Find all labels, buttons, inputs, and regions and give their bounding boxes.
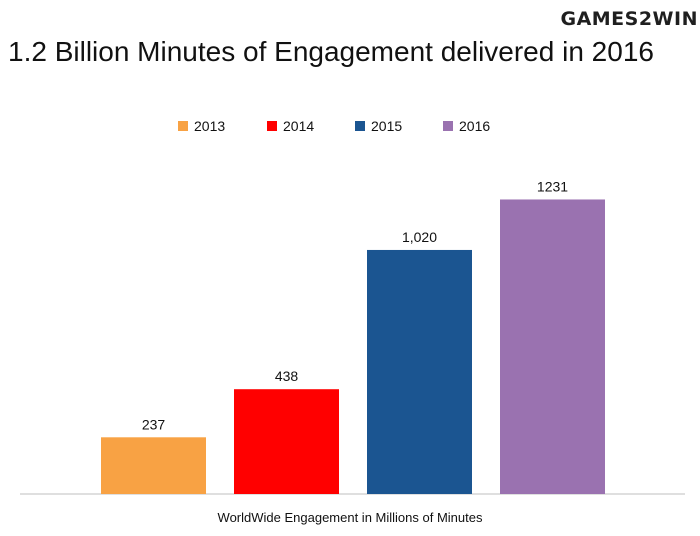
legend-swatch-2013 bbox=[178, 121, 188, 131]
bar-2013 bbox=[101, 437, 206, 494]
legend-item-2014: 2014 bbox=[267, 116, 314, 136]
legend-item-2015: 2015 bbox=[355, 116, 402, 136]
legend-label-2014: 2014 bbox=[283, 118, 315, 134]
data-label-2015: 1,020 bbox=[402, 229, 437, 245]
legend-label-2016: 2016 bbox=[459, 118, 491, 134]
legend-label-2013: 2013 bbox=[194, 118, 226, 134]
data-label-2014: 438 bbox=[275, 368, 299, 384]
data-label-2013: 237 bbox=[142, 416, 166, 432]
legend-swatch-2014 bbox=[267, 121, 277, 131]
legend-item-2016: 2016 bbox=[443, 116, 490, 136]
legend-label-2015: 2015 bbox=[371, 118, 403, 134]
legend-swatch-2015 bbox=[355, 121, 365, 131]
bar-2014 bbox=[234, 389, 339, 494]
legend-swatch-2016 bbox=[443, 121, 453, 131]
bar-2016 bbox=[500, 199, 605, 494]
brand-logo: GAMES2WIN bbox=[560, 8, 698, 30]
legend-item-2013: 2013 bbox=[178, 116, 225, 136]
x-axis-label: WorldWide Engagement in Millions of Minu… bbox=[217, 510, 483, 525]
bar-2015 bbox=[367, 249, 472, 494]
chart-title: 1.2 Billion Minutes of Engagement delive… bbox=[8, 36, 654, 67]
data-label-2016: 1231 bbox=[537, 178, 568, 194]
